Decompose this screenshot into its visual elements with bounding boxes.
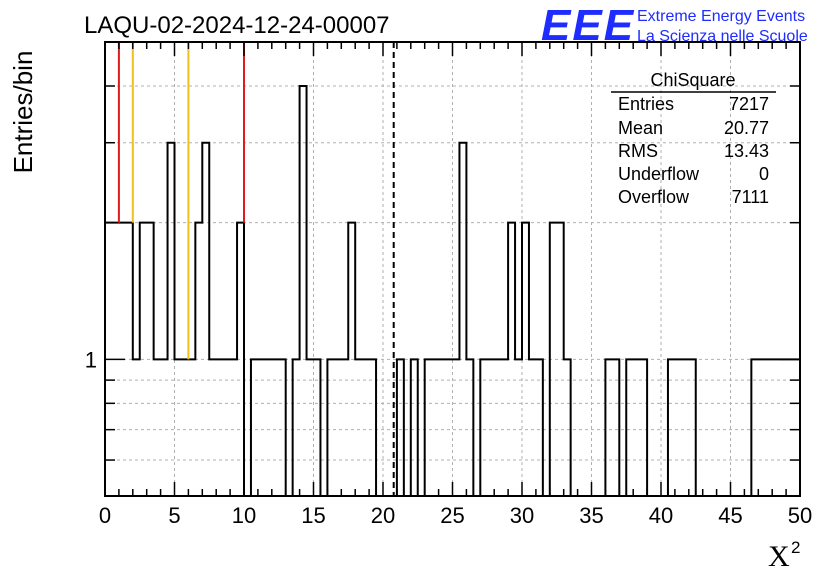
plot-area: 0 5 10 15 20 25 30 35 40 45 50 1 [85, 41, 812, 528]
x-axis-label-main: X [768, 540, 790, 572]
histogram-bin [168, 143, 175, 496]
stats-value-entries: 7217 [729, 94, 769, 114]
histogram-bin [202, 143, 209, 496]
stats-label-mean: Mean [618, 118, 663, 138]
x-tick-label: 45 [718, 503, 742, 528]
y-axis-label: Entries/bin [8, 51, 38, 174]
x-tick-label: 50 [788, 503, 812, 528]
stats-value-mean: 20.77 [724, 118, 769, 138]
x-tick-label: 15 [301, 503, 325, 528]
x-tick-label: 10 [232, 503, 256, 528]
histogram-bin [459, 143, 466, 496]
stats-value-rms: 13.43 [724, 141, 769, 161]
chart-title: LAQU-02-2024-12-24-00007 [84, 12, 390, 39]
logo-line2: La Scienza nelle Scuole [637, 28, 808, 45]
stats-box: ChiSquare Entries 7217 Mean 20.77 RMS 13… [611, 70, 776, 207]
x-tick-label: 0 [99, 503, 111, 528]
x-tick-label: 40 [649, 503, 673, 528]
stats-label-rms: RMS [618, 141, 658, 161]
x-tick-label: 35 [579, 503, 603, 528]
logo-line1: Extreme Energy Events [637, 8, 805, 25]
eee-logo: EEE Extreme Energy Events La Scienza nel… [541, 1, 808, 50]
stats-label-entries: Entries [618, 94, 674, 114]
stats-title: ChiSquare [650, 70, 735, 90]
x-axis-label: X 2 [768, 538, 800, 572]
stats-label-overflow: Overflow [618, 187, 690, 207]
x-tick-label: 20 [371, 503, 395, 528]
stats-value-underflow: 0 [759, 164, 769, 184]
x-axis-label-superscript: 2 [791, 538, 800, 557]
y-tick-label: 1 [85, 347, 97, 372]
histogram-bin [300, 86, 307, 496]
stats-value-overflow: 7111 [732, 187, 769, 207]
stats-label-underflow: Underflow [618, 164, 700, 184]
x-tick-label: 30 [510, 503, 534, 528]
x-tick-label: 25 [440, 503, 464, 528]
x-tick-label: 5 [168, 503, 180, 528]
